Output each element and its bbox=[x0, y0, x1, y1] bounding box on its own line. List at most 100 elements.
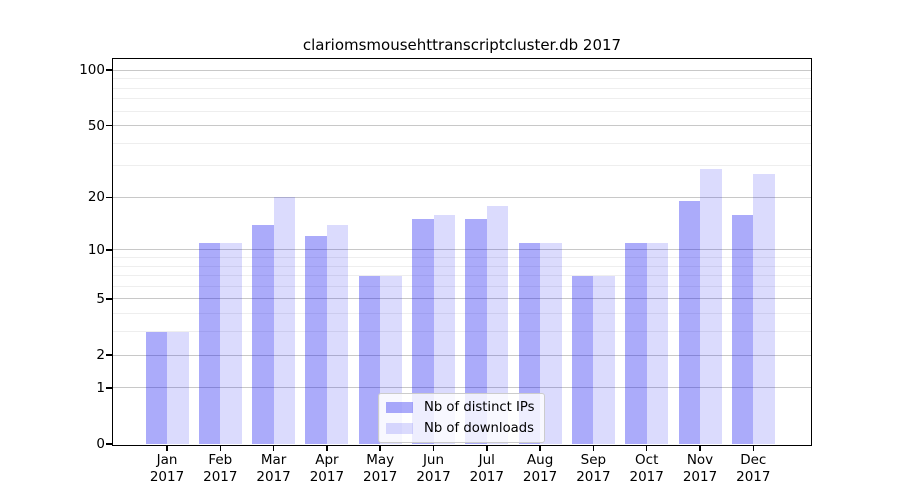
bar-dec-downloads bbox=[753, 174, 775, 444]
bar-mar-distinct-ips bbox=[252, 224, 274, 444]
y-tick-label: 5 bbox=[96, 290, 105, 307]
x-axis-tick bbox=[699, 445, 701, 451]
chart-title: clariomsmousehttranscriptcluster.db 2017 bbox=[302, 36, 622, 54]
x-tick-month: Apr bbox=[315, 452, 339, 468]
legend-item-downloads: Nb of downloads bbox=[386, 421, 535, 436]
bar-jan-distinct-ips bbox=[145, 331, 167, 444]
x-tick-year: 2017 bbox=[149, 469, 185, 485]
x-tick-year: 2017 bbox=[469, 469, 504, 485]
x-axis-tick bbox=[752, 445, 755, 451]
x-axis-tick bbox=[379, 445, 381, 451]
major-gridline bbox=[113, 298, 811, 300]
x-tick-label: Apr 2017 bbox=[297, 452, 357, 486]
y-axis-tick bbox=[106, 69, 112, 71]
legend-label-distinct-ips: Nb of distinct IPs bbox=[424, 400, 535, 415]
minor-gridline bbox=[113, 265, 811, 267]
x-axis-tick bbox=[219, 445, 222, 451]
x-tick-month: May bbox=[366, 452, 395, 468]
minor-gridline bbox=[113, 165, 811, 167]
y-tick-label: 10 bbox=[87, 241, 105, 258]
major-gridline bbox=[113, 69, 811, 71]
major-gridline bbox=[113, 196, 811, 198]
bar-apr-distinct-ips bbox=[305, 236, 327, 444]
bar-feb-downloads bbox=[220, 242, 242, 444]
x-tick-year: 2017 bbox=[522, 469, 558, 485]
bar-oct-downloads bbox=[646, 242, 669, 444]
x-tick-label: Jul 2017 bbox=[457, 452, 517, 486]
x-tick-year: 2017 bbox=[736, 469, 771, 485]
x-tick-year: 2017 bbox=[629, 469, 664, 485]
x-tick-label: Nov 2017 bbox=[670, 452, 730, 486]
x-tick-label: Jun 2017 bbox=[404, 452, 464, 486]
y-axis-tick bbox=[106, 443, 112, 445]
x-axis-tick bbox=[486, 445, 488, 451]
y-tick-label: 20 bbox=[87, 189, 105, 206]
x-tick-label: Aug 2017 bbox=[510, 452, 570, 486]
x-tick-label: Dec 2017 bbox=[723, 452, 783, 486]
bar-jul-distinct-ips bbox=[465, 219, 487, 444]
x-tick-month: Jun bbox=[422, 452, 445, 468]
legend-label-downloads: Nb of downloads bbox=[424, 421, 534, 436]
x-axis-tick bbox=[539, 445, 541, 451]
x-tick-year: 2017 bbox=[309, 469, 345, 485]
bar-nov-distinct-ips bbox=[678, 201, 700, 444]
x-tick-label: May 2017 bbox=[350, 452, 410, 486]
bar-dec-distinct-ips bbox=[731, 214, 754, 444]
legend-swatch-downloads bbox=[386, 423, 413, 434]
bar-sep-distinct-ips bbox=[571, 275, 594, 444]
x-tick-month: Sep bbox=[580, 452, 607, 468]
x-axis-tick bbox=[592, 445, 595, 451]
x-tick-label: Oct 2017 bbox=[617, 452, 677, 486]
major-gridline bbox=[113, 387, 811, 389]
legend-item-distinct-ips: Nb of distinct IPs bbox=[386, 400, 535, 415]
legend: Nb of distinct IPs Nb of downloads bbox=[378, 393, 545, 443]
x-tick-label: Mar 2017 bbox=[244, 452, 304, 486]
minor-gridline bbox=[113, 110, 811, 112]
bar-apr-downloads bbox=[326, 224, 349, 444]
minor-gridline bbox=[113, 87, 811, 89]
bar-may-distinct-ips bbox=[358, 275, 381, 444]
x-tick-month: Jan bbox=[156, 452, 178, 468]
y-tick-label: 50 bbox=[87, 117, 105, 134]
x-tick-month: Jul bbox=[478, 452, 495, 468]
x-axis-tick bbox=[326, 445, 328, 451]
minor-gridline bbox=[113, 78, 811, 80]
x-tick-year: 2017 bbox=[682, 469, 718, 485]
x-axis-tick bbox=[645, 445, 648, 451]
x-tick-month: Dec bbox=[740, 452, 767, 468]
bar-nov-downloads bbox=[700, 168, 722, 444]
bar-jun-distinct-ips bbox=[412, 219, 434, 444]
minor-gridline bbox=[113, 257, 811, 258]
bar-mar-downloads bbox=[273, 197, 296, 444]
x-tick-month: Mar bbox=[260, 452, 287, 468]
minor-gridline bbox=[113, 98, 811, 100]
bar-oct-distinct-ips bbox=[625, 242, 647, 444]
major-gridline bbox=[113, 354, 811, 356]
y-axis-tick bbox=[106, 354, 112, 356]
bar-sep-downloads bbox=[593, 275, 615, 444]
x-axis-tick bbox=[432, 445, 435, 451]
y-axis-tick bbox=[106, 196, 112, 199]
x-tick-label: Jan 2017 bbox=[137, 452, 197, 486]
y-tick-label: 1 bbox=[96, 379, 105, 396]
bar-jun-downloads bbox=[433, 214, 455, 444]
y-tick-label: 100 bbox=[79, 62, 105, 79]
bar-feb-distinct-ips bbox=[198, 242, 221, 444]
y-axis-tick bbox=[106, 387, 112, 389]
y-axis-tick bbox=[106, 249, 112, 251]
minor-gridline bbox=[113, 313, 811, 315]
x-tick-label: Sep 2017 bbox=[563, 452, 623, 486]
x-tick-year: 2017 bbox=[576, 469, 611, 485]
minor-gridline bbox=[113, 275, 811, 277]
x-tick-year: 2017 bbox=[416, 469, 451, 485]
y-tick-label: 2 bbox=[96, 347, 105, 364]
minor-gridline bbox=[113, 142, 811, 144]
x-tick-month: Nov bbox=[686, 452, 714, 468]
x-axis-tick bbox=[272, 445, 275, 451]
legend-swatch-distinct-ips bbox=[386, 402, 413, 413]
bar-jan-downloads bbox=[167, 331, 189, 444]
y-axis-tick bbox=[106, 124, 112, 127]
y-tick-label: 0 bbox=[96, 436, 105, 452]
bar-jul-downloads bbox=[486, 205, 509, 444]
